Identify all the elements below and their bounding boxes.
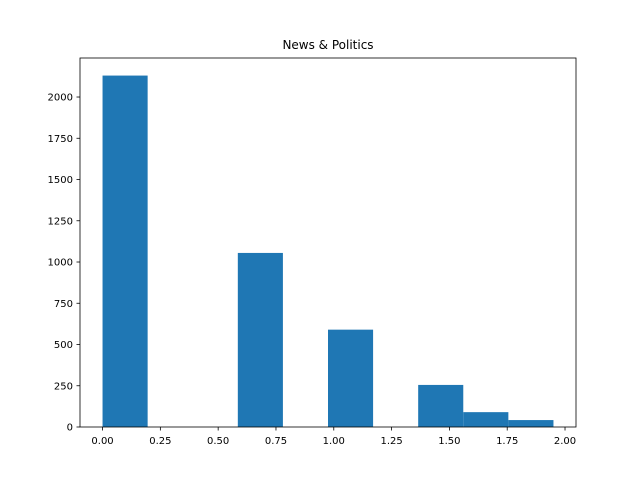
y-tick-label-0: 0 xyxy=(67,423,73,434)
histogram-bar-9 xyxy=(508,420,554,427)
histogram-bar-5 xyxy=(328,329,374,427)
x-tick-label-1: 0.25 xyxy=(149,436,171,447)
x-tick-label-3: 0.75 xyxy=(265,436,287,447)
histogram-bar-7 xyxy=(418,384,464,427)
y-tick-label-7: 1750 xyxy=(48,134,73,145)
histogram-bar-3 xyxy=(237,252,283,427)
x-tick-label-5: 1.25 xyxy=(380,436,402,447)
x-tick-label-0: 0.00 xyxy=(91,436,113,447)
x-axis-ticks: 0.00 0.25 0.50 0.75 1.00 1.25 1.50 1.75 2.00 xyxy=(91,427,576,447)
bars-group xyxy=(102,75,554,428)
chart-title: News & Politics xyxy=(282,38,373,52)
x-tick-label-7: 1.75 xyxy=(496,436,518,447)
x-tick-label-2: 0.50 xyxy=(207,436,229,447)
y-tick-label-6: 1500 xyxy=(48,175,73,186)
y-tick-label-8: 2000 xyxy=(48,93,73,104)
x-tick-label-4: 1.00 xyxy=(323,436,345,447)
x-tick-label-8: 2.00 xyxy=(554,436,576,447)
x-tick-label-6: 1.50 xyxy=(438,436,460,447)
y-tick-label-2: 500 xyxy=(54,340,73,351)
y-axis-ticks: 0 250 500 750 1000 1250 1500 1750 2000 xyxy=(48,93,80,434)
histogram-bar-0 xyxy=(102,75,148,428)
y-tick-label-1: 250 xyxy=(54,381,73,392)
y-tick-label-5: 1250 xyxy=(48,216,73,227)
y-tick-label-3: 750 xyxy=(54,299,73,310)
plot-frame xyxy=(79,57,577,428)
y-tick-label-4: 1000 xyxy=(48,258,73,269)
histogram-bar-8 xyxy=(463,412,509,427)
